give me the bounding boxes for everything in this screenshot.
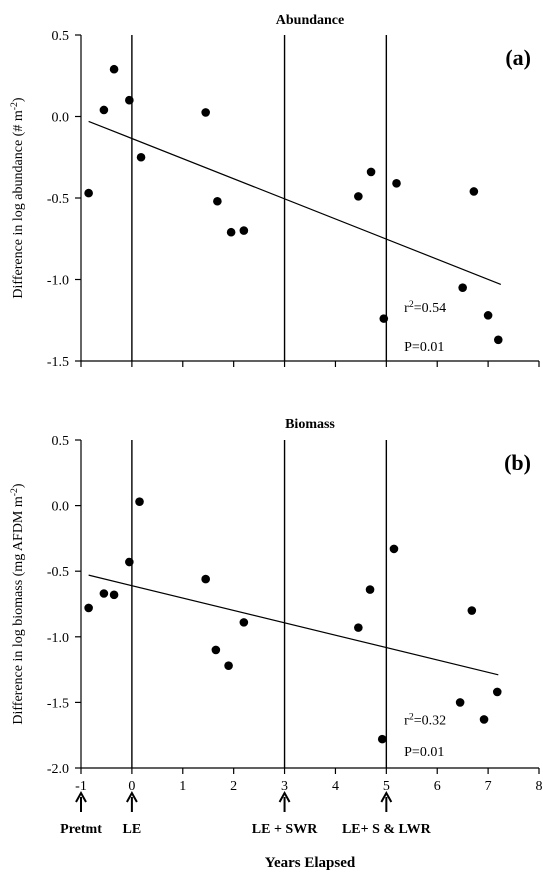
data-point bbox=[224, 661, 233, 670]
treatment-marker: Pretmt bbox=[60, 790, 102, 837]
treatment-label: Pretmt bbox=[60, 822, 102, 837]
regression-line bbox=[88, 120, 502, 285]
data-point bbox=[239, 618, 249, 627]
panel-abundance: Abundance 0.5 0.0 -0.5 -1.0 -1.5 (a) r2=0.54 P=0… bbox=[9, 13, 540, 370]
y-tick-label: -1.0 bbox=[47, 274, 69, 289]
treatment-marker: LE + SWR bbox=[252, 790, 318, 837]
data-point bbox=[226, 227, 236, 237]
y-tick-label: 0.5 bbox=[52, 29, 70, 44]
x-axis-label: Years Elapsed bbox=[265, 855, 356, 871]
data-point bbox=[239, 226, 249, 235]
data-point bbox=[365, 585, 375, 594]
data-point bbox=[492, 687, 502, 697]
data-point bbox=[99, 589, 109, 598]
arrow-head-icon bbox=[126, 790, 138, 803]
x-tick-label: 1 bbox=[179, 779, 186, 794]
data-point bbox=[493, 335, 503, 345]
x-tick-label: 0 bbox=[128, 779, 135, 794]
y-tick-label: -1.0 bbox=[47, 631, 69, 646]
treatment-marker: LE bbox=[123, 790, 142, 837]
arrow-head-icon bbox=[380, 790, 393, 803]
data-point bbox=[467, 606, 477, 615]
y-tick-label: -0.5 bbox=[47, 192, 69, 207]
panel-label: (b) bbox=[504, 450, 531, 475]
x-tick-label: 8 bbox=[536, 779, 543, 794]
data-point bbox=[377, 734, 387, 744]
data-point bbox=[458, 283, 467, 292]
y-tick-label: -2.0 bbox=[47, 762, 69, 777]
data-point bbox=[201, 108, 210, 117]
data-point bbox=[479, 715, 489, 724]
data-point bbox=[389, 544, 399, 554]
data-point bbox=[392, 179, 401, 188]
x-tick-label: 6 bbox=[434, 779, 441, 794]
x-tick-label: -1 bbox=[75, 779, 87, 794]
y-axis-label: Difference in log abundance (# m-2) bbox=[9, 97, 27, 298]
x-tick-label: 5 bbox=[383, 779, 390, 794]
y-tick-label: -1.5 bbox=[47, 696, 69, 711]
arrow-head-icon bbox=[75, 790, 87, 803]
data-point bbox=[354, 623, 363, 632]
data-point bbox=[201, 574, 210, 584]
chart-title: Abundance bbox=[276, 13, 344, 28]
y-tick-label: 0.5 bbox=[52, 434, 70, 449]
treatment-label: LE + SWR bbox=[252, 822, 318, 837]
treatment-marker: LE+ S & LWR bbox=[342, 790, 432, 837]
x-tick-label: 2 bbox=[230, 779, 237, 794]
panel-biomass: Biomass 0.5 0.0 -0.5 -1.0 -1.5 -2.0 -1 0 1 2 3 4 5 6 7 8… bbox=[9, 417, 543, 794]
data-point bbox=[125, 95, 134, 105]
y-tick-label: -1.5 bbox=[47, 355, 69, 370]
data-point bbox=[213, 196, 222, 206]
data-point bbox=[483, 311, 493, 320]
data-point bbox=[211, 645, 221, 655]
data-point bbox=[135, 497, 144, 506]
y-axis-label: Difference in log biomass (mg AFDM m-2) bbox=[9, 483, 27, 725]
data-point bbox=[469, 187, 479, 196]
x-tick-label: 3 bbox=[281, 779, 288, 794]
data-point bbox=[379, 314, 389, 323]
treatment-markers: Pretmt LE LE + SWR LE+ S & LWR bbox=[60, 790, 432, 837]
y-tick-label: -0.5 bbox=[47, 565, 69, 580]
treatment-label: LE bbox=[123, 822, 142, 837]
regression-line bbox=[88, 574, 499, 676]
data-point bbox=[125, 557, 134, 567]
data-point bbox=[366, 167, 376, 177]
data-point bbox=[109, 590, 119, 600]
p-value-annotation: P=0.01 bbox=[404, 745, 444, 760]
arrow-head-icon bbox=[278, 790, 291, 803]
panel-label: (a) bbox=[505, 45, 531, 70]
r-squared-annotation: r2=0.32 bbox=[404, 711, 446, 729]
data-point bbox=[136, 152, 146, 162]
data-point bbox=[109, 64, 119, 74]
data-point bbox=[84, 603, 93, 613]
p-value-annotation: P=0.01 bbox=[404, 340, 444, 355]
x-tick-label: 7 bbox=[485, 779, 492, 794]
y-tick-label: 0.0 bbox=[52, 111, 70, 126]
r-squared-annotation: r2=0.54 bbox=[404, 299, 446, 317]
chart-title: Biomass bbox=[285, 417, 335, 432]
treatment-label: LE+ S & LWR bbox=[342, 822, 432, 837]
data-point bbox=[354, 192, 363, 201]
data-point bbox=[99, 105, 109, 115]
data-point bbox=[455, 698, 465, 707]
x-tick-label: 4 bbox=[332, 779, 339, 794]
y-tick-label: 0.0 bbox=[52, 500, 70, 515]
data-point bbox=[84, 188, 93, 198]
